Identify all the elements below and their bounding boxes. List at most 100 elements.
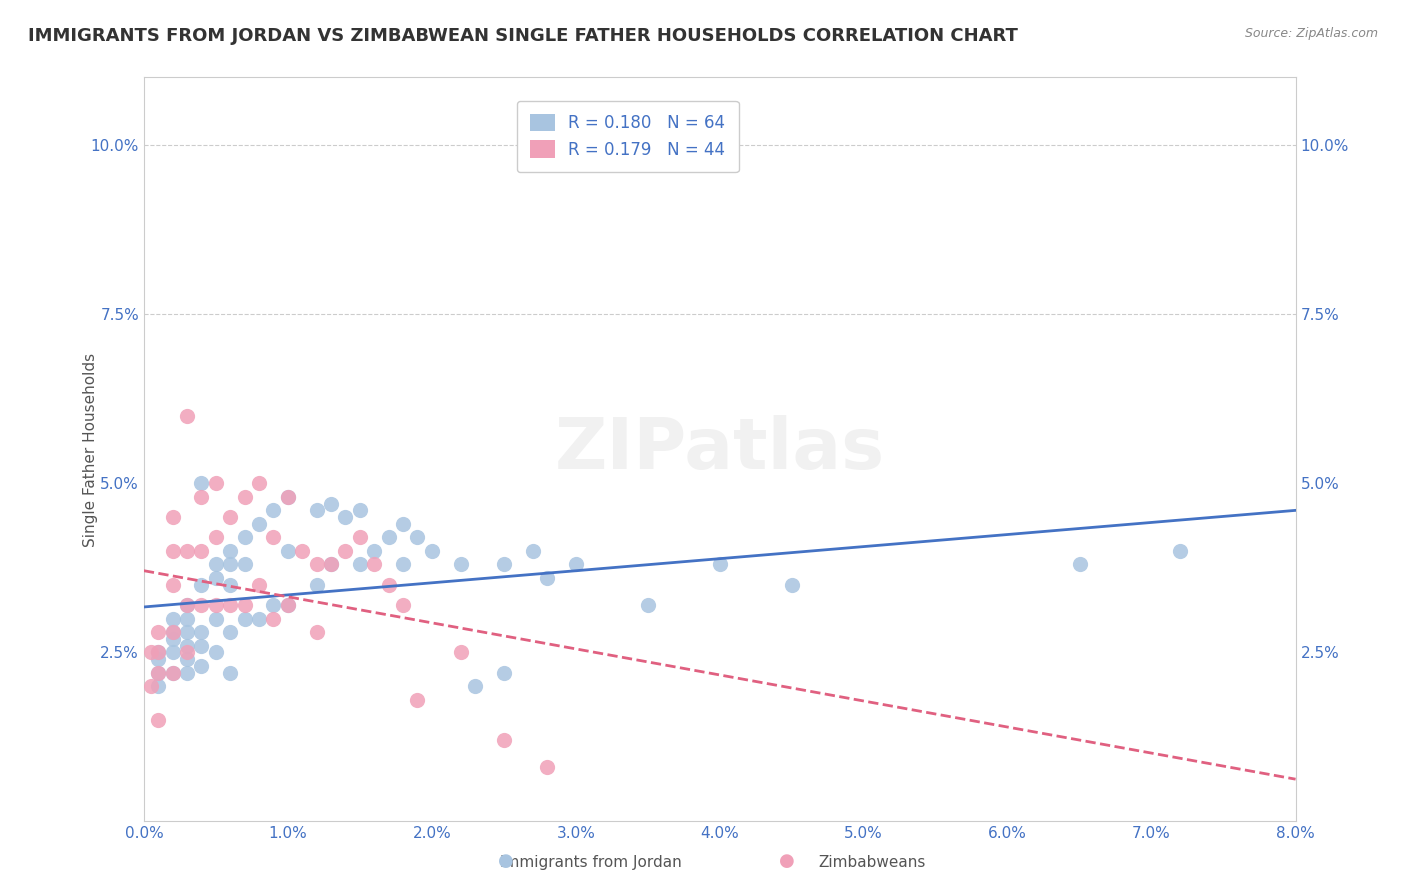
Point [262, 503, 284, 517]
Point [219, 544, 242, 558]
Text: Source: ZipAtlas.com: Source: ZipAtlas.com [1244, 27, 1378, 40]
Point [162, 578, 184, 592]
Point [176, 409, 198, 423]
Point [536, 571, 558, 585]
Point [162, 665, 184, 680]
Point [139, 679, 162, 693]
Point [205, 476, 228, 491]
Point [162, 611, 184, 625]
Point [277, 544, 299, 558]
Y-axis label: Single Father Households: Single Father Households [83, 352, 98, 547]
Point [406, 692, 429, 706]
Point [277, 490, 299, 504]
Point [162, 665, 184, 680]
Point [262, 530, 284, 544]
Point [176, 665, 198, 680]
Point [162, 645, 184, 659]
Point [319, 558, 342, 572]
Point [536, 760, 558, 774]
Point [233, 611, 256, 625]
Point [392, 516, 415, 531]
Point [377, 578, 399, 592]
Point [247, 611, 270, 625]
Point [1069, 558, 1091, 572]
Point [233, 490, 256, 504]
Point [190, 544, 212, 558]
Point [392, 558, 415, 572]
Point [190, 490, 212, 504]
Point [450, 645, 472, 659]
Point [176, 598, 198, 612]
Point [247, 476, 270, 491]
Point [406, 530, 429, 544]
Point [162, 625, 184, 640]
Point [205, 645, 228, 659]
Point [233, 558, 256, 572]
Point [176, 652, 198, 666]
Point [392, 598, 415, 612]
Point [205, 558, 228, 572]
Point [190, 578, 212, 592]
Point [349, 558, 371, 572]
Point [139, 645, 162, 659]
Point [319, 497, 342, 511]
Point [305, 625, 328, 640]
Point [492, 558, 515, 572]
Point [148, 679, 170, 693]
Point [637, 598, 659, 612]
Point [205, 598, 228, 612]
Point [190, 639, 212, 653]
Point [522, 544, 544, 558]
Text: Immigrants from Jordan: Immigrants from Jordan [499, 855, 682, 870]
Point [148, 713, 170, 727]
Point [162, 544, 184, 558]
Point [148, 645, 170, 659]
Point [335, 544, 357, 558]
Point [565, 558, 588, 572]
Point [492, 665, 515, 680]
Point [464, 679, 486, 693]
Point [363, 544, 385, 558]
Point [305, 503, 328, 517]
Point [162, 625, 184, 640]
Point [450, 558, 472, 572]
Point [176, 598, 198, 612]
Point [262, 598, 284, 612]
Point [233, 598, 256, 612]
Text: ZIPatlas: ZIPatlas [555, 415, 884, 484]
Point [291, 544, 314, 558]
Point [190, 598, 212, 612]
Point [1170, 544, 1192, 558]
Point [709, 558, 731, 572]
Point [780, 578, 803, 592]
Point [219, 598, 242, 612]
Point [319, 558, 342, 572]
Point [335, 510, 357, 524]
Point [205, 611, 228, 625]
Point [262, 611, 284, 625]
Point [349, 530, 371, 544]
Point [219, 665, 242, 680]
Point [219, 510, 242, 524]
Text: ●: ● [779, 852, 796, 870]
Point [205, 571, 228, 585]
Point [277, 598, 299, 612]
Text: ●: ● [498, 852, 515, 870]
Point [162, 510, 184, 524]
Legend: R = 0.180   N = 64, R = 0.179   N = 44: R = 0.180 N = 64, R = 0.179 N = 44 [516, 101, 738, 172]
Point [190, 625, 212, 640]
Point [162, 632, 184, 646]
Point [205, 530, 228, 544]
Point [492, 733, 515, 747]
Point [305, 558, 328, 572]
Point [233, 530, 256, 544]
Point [148, 665, 170, 680]
Point [176, 611, 198, 625]
Point [148, 665, 170, 680]
Point [176, 625, 198, 640]
Point [349, 503, 371, 517]
Point [148, 625, 170, 640]
Point [190, 659, 212, 673]
Point [219, 578, 242, 592]
Point [305, 578, 328, 592]
